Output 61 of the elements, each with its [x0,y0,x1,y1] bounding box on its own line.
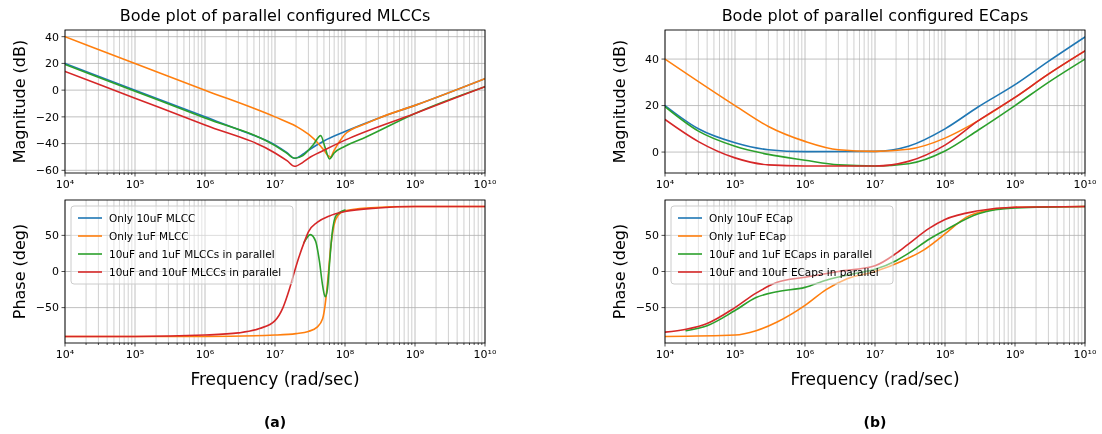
legend-label: 10uF and 1uF ECaps in parallel [709,247,873,260]
x-tick-label: 10⁶ [195,348,215,361]
x-tick-label: 10⁸ [935,348,955,361]
legend-label: Only 1uF ECap [709,229,787,242]
x-tick-label: 10⁵ [725,178,745,191]
text: (b) [863,414,887,430]
x-tick-label: 10⁶ [195,178,215,191]
x-axis-title: Frequency (rad/sec) [190,369,360,389]
y-tick-label: 0 [52,83,59,97]
x-tick-label: 10⁹ [405,178,425,191]
x-axis-title: Frequency (rad/sec) [790,369,960,389]
y-tick-label: 50 [645,229,659,243]
x-tick-label: 10⁷ [265,348,285,361]
x-tick-label: 10⁴ [655,348,675,361]
legend-label: Only 1uF MLCC [109,229,189,242]
y-tick-label: 40 [645,52,659,66]
x-tick-label: 10¹⁰ [1073,348,1097,361]
chart-title: Bode plot of parallel configured ECaps [721,6,1029,25]
legend-label: 10uF and 10uF MLCCs in parallel [109,265,282,278]
x-tick-label: 10⁵ [125,178,145,191]
x-tick-label: 10⁸ [335,348,355,361]
y-tick-label: −60 [35,164,59,178]
y-axis-title: Magnitude (dB) [10,39,29,164]
text: (a) [263,414,287,430]
x-tick-label: 10⁹ [405,348,425,361]
y-axis-title: Phase (deg) [10,223,29,320]
x-tick-label: 10⁴ [55,348,75,361]
x-tick-label: 10⁵ [125,348,145,361]
y-tick-label: −20 [35,110,59,124]
y-tick-label: 50 [45,229,59,243]
x-tick-label: 10⁷ [265,178,285,191]
y-axis-title: Magnitude (dB) [610,39,629,164]
y-tick-label: −50 [35,301,59,315]
legend-label: 10uF and 10uF ECaps in parallel [709,265,879,278]
x-tick-label: 10¹⁰ [473,178,497,191]
y-tick-label: 20 [645,99,659,113]
x-tick-label: 10⁴ [55,178,75,191]
y-axis-title: Phase (deg) [610,223,629,320]
x-tick-label: 10⁸ [335,178,355,191]
y-tick-label: −40 [35,137,59,151]
y-tick-label: 20 [45,57,59,71]
x-tick-label: 10⁵ [725,348,745,361]
chart-title: Bode plot of parallel configured MLCCs [119,6,431,25]
x-tick-label: 10⁹ [1005,348,1025,361]
y-tick-label: 0 [52,265,59,279]
y-tick-label: 0 [652,265,659,279]
y-tick-label: 0 [652,145,659,159]
x-tick-label: 10¹⁰ [473,348,497,361]
x-tick-label: 10⁸ [935,178,955,191]
x-tick-label: 10⁴ [655,178,675,191]
x-tick-label: 10¹⁰ [1073,178,1097,191]
x-tick-label: 10⁶ [795,348,815,361]
legend-label: Only 10uF MLCC [109,211,196,224]
x-tick-label: 10⁷ [865,348,885,361]
x-tick-label: 10⁷ [865,178,885,191]
x-tick-label: 10⁹ [1005,178,1025,191]
x-tick-label: 10⁶ [795,178,815,191]
y-tick-label: 40 [45,30,59,44]
y-tick-label: −50 [635,301,659,315]
legend-label: 10uF and 1uF MLCCs in parallel [109,247,275,260]
legend-label: Only 10uF ECap [709,211,794,224]
